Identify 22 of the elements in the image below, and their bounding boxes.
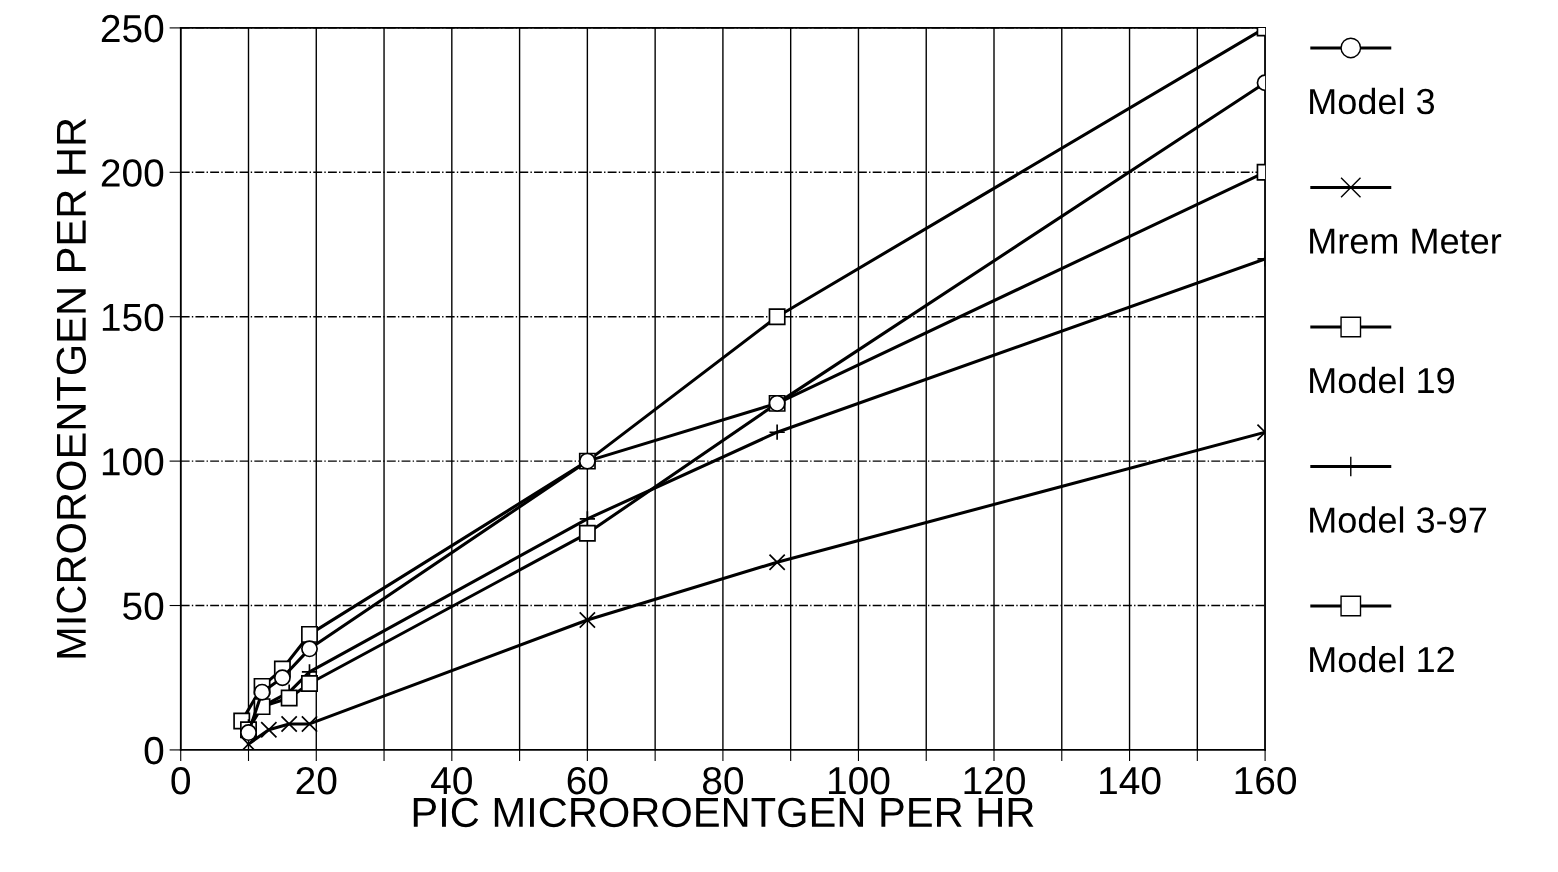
x-tick-label: 0 (171, 766, 191, 795)
x-tick-label: 40 (431, 766, 472, 795)
x-tick-label: 100 (828, 766, 890, 795)
x-tick-label: 140 (1100, 766, 1161, 795)
y-tick-label: 100 (102, 448, 164, 476)
legend-label: Model 19 (1310, 366, 1454, 394)
x-axis-title: PIC MICROROENTGEN PER HR (413, 797, 1034, 828)
x-tick-label: 80 (702, 766, 744, 795)
x-tick-label: 60 (567, 766, 608, 795)
y-axis-title: MICROROENTGEN PER HR (56, 118, 87, 658)
legend-label: Model 12 (1310, 645, 1454, 673)
y-tick-label: 150 (102, 303, 164, 332)
y-tick-label: 0 (144, 736, 164, 765)
x-tick-label: 120 (964, 766, 1025, 795)
legend-label: Model 3-97 (1310, 506, 1487, 533)
x-tick-label: 160 (1235, 766, 1297, 795)
legend-label: Mrem Meter (1310, 228, 1502, 254)
y-tick-label: 250 (101, 14, 164, 43)
legend-label: Model 3 (1310, 87, 1435, 115)
y-tick-label: 50 (123, 592, 164, 620)
y-tick-label: 200 (101, 159, 164, 187)
x-tick-label: 20 (296, 766, 337, 795)
